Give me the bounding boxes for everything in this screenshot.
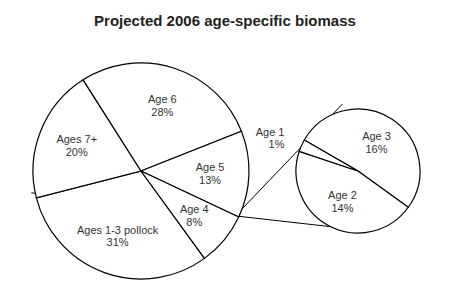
svg-text:Age 628%: Age 628% xyxy=(148,93,177,118)
svg-text:Ages 7+20%: Ages 7+20% xyxy=(56,133,97,158)
svg-text:Age 316%: Age 316% xyxy=(362,130,391,155)
svg-text:Age 513%: Age 513% xyxy=(196,161,225,186)
svg-text:Ages 1-3 pollock31%: Ages 1-3 pollock31% xyxy=(77,224,159,249)
svg-text:Age 11%: Age 11% xyxy=(256,126,285,151)
svg-text:Age 48%: Age 48% xyxy=(180,203,209,228)
html-text:Projected 2006 age-specific bi: Projected 2006 age-specific biomass xyxy=(94,12,356,29)
svg-text:Age 214%: Age 214% xyxy=(328,189,357,214)
